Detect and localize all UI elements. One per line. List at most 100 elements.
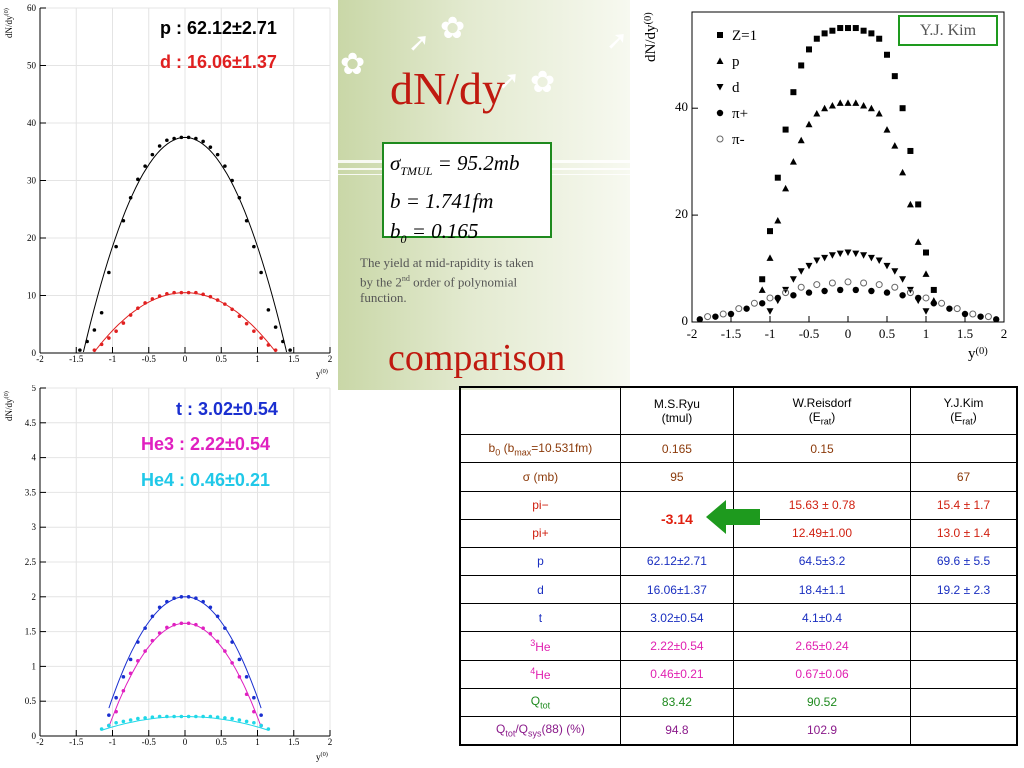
table-cell-reisdorf: 90.52 — [732, 687, 912, 717]
data-point-He4 — [136, 716, 140, 721]
table-cell-kim: 19.2 ± 2.3 — [910, 575, 1018, 605]
legend-marker-p — [716, 57, 724, 64]
data-point-Z=1 — [923, 249, 929, 256]
data-point-He4 — [121, 719, 126, 724]
table-row-key: 3He — [459, 631, 621, 661]
data-point-p — [223, 164, 227, 168]
data-point-p — [201, 139, 205, 144]
data-point-He4 — [128, 718, 133, 722]
table-row: t 3.02±0.54 4.1±0.4 — [459, 603, 1018, 633]
data-point-He4 — [266, 727, 271, 731]
data-point-t — [194, 596, 198, 600]
table-cell-reisdorf: 64.5±3.2 — [732, 546, 912, 577]
data-point-π- — [797, 283, 805, 291]
data-point-d — [259, 336, 263, 340]
data-point-π- — [938, 299, 946, 307]
data-point-He4 — [186, 714, 191, 719]
data-point-p — [165, 138, 169, 143]
x-tick-label: -2 — [36, 354, 44, 364]
data-point-He3 — [157, 631, 162, 635]
data-point-π- — [766, 294, 774, 302]
data-point-d — [805, 262, 813, 270]
data-point-p — [157, 144, 162, 148]
data-point-t — [244, 675, 249, 679]
data-point-π- — [813, 281, 821, 289]
data-point-d — [215, 298, 220, 302]
data-point-Z=1 — [798, 62, 805, 69]
data-point-π+ — [790, 292, 797, 299]
data-point-He3 — [179, 621, 184, 626]
x-tick-label: -0.5 — [799, 326, 820, 341]
data-point-He4 — [230, 716, 234, 721]
dndy-plot-kim: -2 -1.5 -1 -0.5 0 0.5 1 1.5 202040dN/dy(0)y(0)Z=… — [643, 11, 1007, 362]
table-cell-reisdorf: 0.15 — [732, 434, 912, 464]
x-tick-label: -2 — [36, 737, 44, 747]
data-point-He3 — [230, 661, 234, 665]
data-point-t — [107, 713, 111, 717]
y-tick-label: 2 — [32, 592, 37, 602]
data-point-π+ — [774, 294, 781, 302]
label-p: p : 62.12±2.71 — [160, 18, 277, 38]
data-point-He3 — [223, 649, 227, 653]
data-point-He4 — [259, 723, 263, 728]
data-point-He3 — [244, 692, 249, 697]
data-point-d — [223, 302, 227, 306]
table-row-key: d — [459, 575, 621, 605]
table-header-cell — [459, 386, 621, 436]
data-point-He4 — [194, 714, 198, 719]
table-cell-ryu: 16.06±1.37 — [619, 575, 734, 605]
table-cell-kim — [910, 715, 1018, 746]
flower-icon: ✿ — [340, 47, 366, 82]
table-cell-reisdorf — [732, 462, 912, 492]
data-point-d — [252, 329, 256, 333]
data-point-p — [758, 286, 766, 293]
data-point-d — [875, 257, 883, 265]
data-point-π- — [875, 281, 883, 289]
data-point-Z=1 — [767, 228, 773, 235]
data-point-He4 — [223, 716, 227, 720]
data-point-d — [266, 343, 271, 347]
data-point-t — [215, 614, 220, 619]
data-point-p — [836, 99, 844, 106]
y-tick-label: 2.5 — [25, 557, 37, 567]
data-point-t — [252, 695, 256, 700]
data-point-p — [78, 348, 82, 352]
data-point-He3 — [172, 622, 176, 627]
data-point-π- — [860, 279, 868, 287]
data-point-π- — [735, 305, 743, 313]
arrow-left-icon — [706, 500, 760, 534]
table-cell-ryu: 95 — [619, 462, 734, 492]
data-point-π- — [969, 310, 977, 318]
data-point-d — [230, 307, 234, 312]
data-point-p — [899, 168, 907, 176]
data-point-d — [237, 314, 242, 319]
table-row: p 62.12±2.71 64.5±3.2 69.6 ± 5.5 — [459, 546, 1018, 577]
legend-marker-π- — [716, 135, 724, 143]
y-tick-label: 3 — [32, 522, 37, 532]
data-point-π- — [844, 278, 852, 286]
data-point-p — [179, 135, 184, 140]
data-point-π+ — [696, 316, 703, 323]
table-row-key: b0 (bmax=10.531fm) — [459, 434, 621, 464]
data-point-Z=1 — [891, 73, 898, 80]
x-axis-title: y(0) — [316, 751, 328, 762]
data-point-p — [208, 145, 213, 149]
data-point-He3 — [186, 621, 191, 626]
data-point-p — [789, 158, 797, 165]
table-row-key: pi+ — [459, 518, 621, 548]
data-point-π- — [953, 305, 961, 313]
data-point-d — [114, 329, 118, 333]
table-row-key: 4He — [459, 659, 621, 689]
data-point-p — [813, 110, 821, 117]
data-point-d — [150, 297, 155, 301]
y-axis-title: dN/dy(0) — [3, 8, 14, 38]
data-point-p — [252, 244, 256, 249]
data-point-He3 — [194, 622, 198, 627]
legend-label-π+: π+ — [732, 106, 748, 122]
data-point-p — [821, 104, 829, 112]
data-point-t — [114, 695, 118, 700]
table-row: Qtot/Qsys(88) (%) 94.8 102.9 — [459, 715, 1018, 746]
data-point-π+ — [805, 289, 813, 296]
x-tick-label: 0 — [183, 737, 188, 747]
data-point-d — [836, 250, 844, 258]
